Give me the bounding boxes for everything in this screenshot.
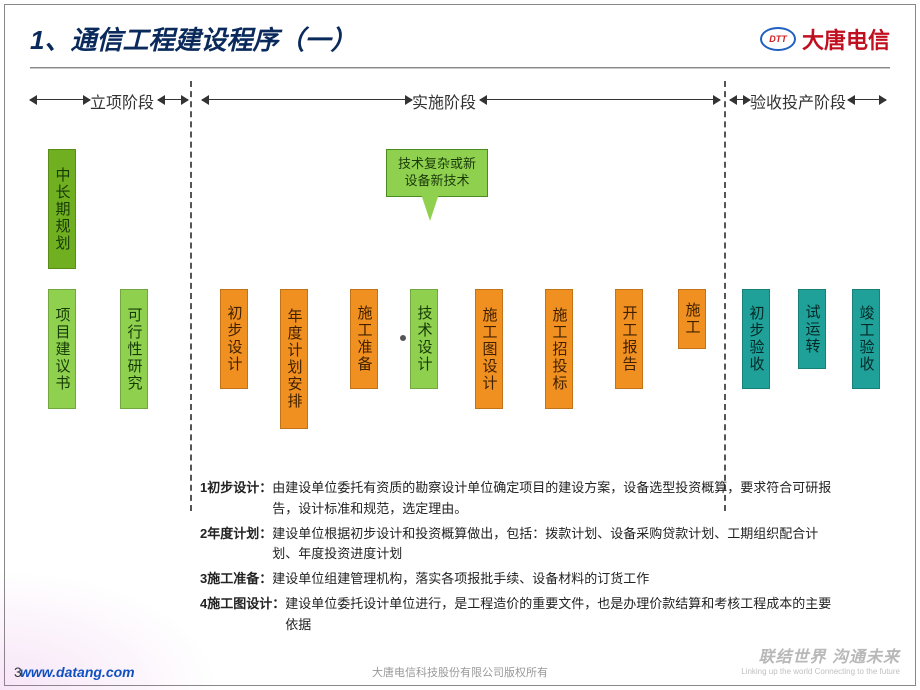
note-row: 3施工准备：建设单位组建管理机构，落实各项报批手续、设备材料的订货工作 [200, 569, 840, 590]
phase-label: 验收投产阶段 [750, 89, 846, 113]
note-label: 4施工图设计： [200, 594, 285, 636]
note-row: 4施工图设计：建设单位委托设计单位进行，是工程造价的重要文件，也是办理价款结算和… [200, 594, 840, 636]
footer-slogan: 联结世界 沟通未来 Linking up the world Connectin… [741, 643, 900, 676]
dot-marker [400, 335, 406, 341]
phase-arrow [480, 99, 720, 100]
slogan-sub: Linking up the world Connecting to the f… [741, 667, 900, 676]
process-box: 初步设计 [220, 289, 248, 389]
note-text: 由建设单位委托有资质的勘察设计单位确定项目的建设方案，设备选型投资概算，要求符合… [272, 478, 840, 520]
phase-row: 立项阶段 实施阶段 验收投产阶段 [30, 89, 890, 119]
phase-divider [190, 81, 192, 511]
note-label: 2年度计划： [200, 524, 272, 566]
note-row: 1初步设计：由建设单位委托有资质的勘察设计单位确定项目的建设方案，设备选型投资概… [200, 478, 840, 520]
process-box: 技术设计 [410, 289, 438, 389]
process-box: 年度计划安排 [280, 289, 308, 429]
process-box: 开工报告 [615, 289, 643, 389]
phase-arrow [848, 99, 886, 100]
note-text: 建设单位组建管理机构，落实各项报批手续、设备材料的订货工作 [272, 569, 840, 590]
process-box: 中长期规划 [48, 149, 76, 269]
process-box: 试运转 [798, 289, 826, 369]
note-label: 1初步设计： [200, 478, 272, 520]
note-text: 建设单位委托设计单位进行，是工程造价的重要文件，也是办理价款结算和考核工程成本的… [285, 594, 840, 636]
phase-arrow [730, 99, 750, 100]
logo-icon: DTT [760, 27, 796, 51]
phase-arrow [202, 99, 412, 100]
diagram-area: 立项阶段 实施阶段 验收投产阶段 技术复杂或新设备新技术 中长期规划项目建议书 可行性… [30, 89, 890, 519]
phase-arrow [158, 99, 188, 100]
notes-section: 1初步设计：由建设单位委托有资质的勘察设计单位确定项目的建设方案，设备选型投资概… [200, 478, 840, 640]
process-box: 可行性研究 [120, 289, 148, 409]
note-row: 2年度计划：建设单位根据初步设计和投资概算做出，包括：拨款计划、设备采购贷款计划… [200, 524, 840, 566]
process-box: 项目建议书 [48, 289, 76, 409]
phase-arrow [30, 99, 90, 100]
callout-box: 技术复杂或新设备新技术 [386, 149, 488, 197]
phase-label: 实施阶段 [412, 89, 476, 113]
footer-copyright: 大唐电信科技股份有限公司版权所有 [372, 664, 548, 680]
note-text: 建设单位根据初步设计和投资概算做出，包括：拨款计划、设备采购贷款计划、工期组织配… [272, 524, 840, 566]
process-box: 施工准备 [350, 289, 378, 389]
process-box: 施工招投标 [545, 289, 573, 409]
note-label: 3施工准备： [200, 569, 272, 590]
phase-divider [724, 81, 726, 511]
phase-label: 立项阶段 [90, 89, 154, 113]
process-box: 施工 [678, 289, 706, 349]
footer-url: www.datang.com [20, 664, 135, 680]
slogan-main: 联结世界 沟通未来 [741, 643, 900, 667]
callout-tail [420, 191, 440, 221]
process-box: 竣工验收 [852, 289, 880, 389]
process-box: 初步验收 [742, 289, 770, 389]
process-box: 施工图设计 [475, 289, 503, 409]
